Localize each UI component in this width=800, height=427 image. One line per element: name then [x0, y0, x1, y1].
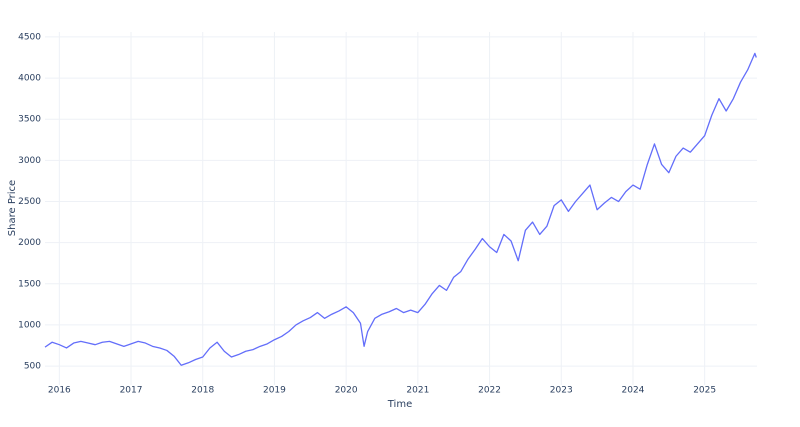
x-tick-label: 2023: [550, 386, 573, 396]
y-tick-label: 3000: [18, 156, 41, 166]
y-tick-label: 2000: [18, 238, 41, 248]
y-tick-label: 1000: [18, 320, 41, 330]
x-tick-label: 2025: [693, 386, 716, 396]
x-axis-title: Time: [387, 399, 412, 410]
x-tick-label: 2016: [48, 386, 71, 396]
x-tick-label: 2021: [406, 386, 429, 396]
x-tick-label: 2022: [478, 386, 501, 396]
x-tick-label: 2018: [191, 386, 214, 396]
x-tick-label: 2017: [120, 386, 143, 396]
x-tick-label: 2024: [622, 386, 645, 396]
y-tick-label: 3500: [18, 115, 41, 125]
line-series: [44, 52, 757, 366]
y-tick-label: 4500: [18, 32, 41, 42]
y-tick-label: 500: [24, 362, 41, 372]
y-tick-label: 1500: [18, 279, 41, 289]
x-tick-label: 2020: [335, 386, 358, 396]
y-axis-title: Share Price: [7, 180, 18, 236]
x-tick-label: 2019: [263, 386, 286, 396]
y-tick-label: 2500: [18, 197, 41, 207]
y-tick-label: 4000: [18, 74, 41, 84]
